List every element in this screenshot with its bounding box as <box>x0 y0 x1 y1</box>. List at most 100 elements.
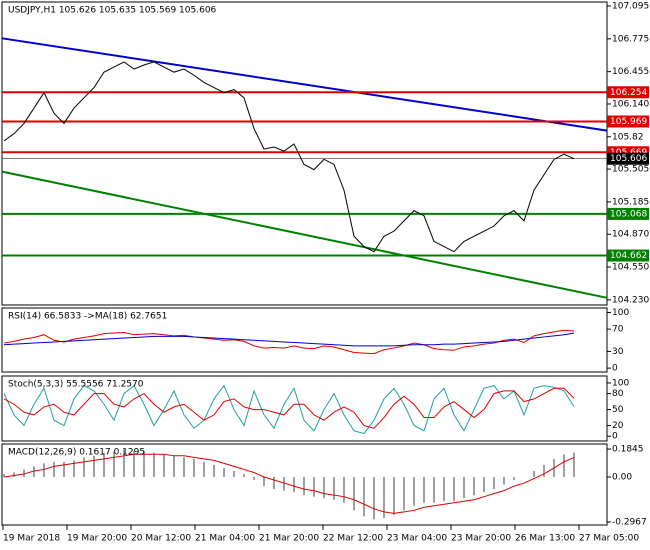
histogram-bar <box>213 464 215 478</box>
histogram-bar <box>253 477 255 481</box>
y-tick-label: 100 <box>612 378 629 388</box>
histogram-bar <box>373 477 375 520</box>
histogram-bar <box>493 477 495 490</box>
histogram-bar <box>163 454 165 478</box>
panel-frame <box>1 443 608 526</box>
x-tick-label: 21 Mar 20:00 <box>259 534 319 544</box>
histogram-bar <box>353 477 355 511</box>
histogram-bar <box>143 451 145 478</box>
histogram-bar <box>513 477 515 481</box>
histogram-bar <box>3 473 5 478</box>
y-tick-label: 100 <box>612 308 629 318</box>
trend-line <box>1 37 608 132</box>
histogram-bar <box>13 472 15 478</box>
indicator-line <box>3 384 575 435</box>
histogram-bar <box>183 457 185 478</box>
histogram-bar <box>233 470 235 478</box>
x-tick-label: 26 Mar 13:00 <box>515 534 575 544</box>
histogram-bar <box>413 477 415 506</box>
histogram-bar <box>383 477 385 518</box>
histogram-bar <box>283 477 285 491</box>
level-label: 105.606 <box>610 154 647 164</box>
histogram-bar <box>23 469 25 478</box>
level-label: 106.254 <box>610 88 647 98</box>
histogram-bar <box>53 461 55 478</box>
histogram-bar <box>533 470 535 478</box>
x-tick-label: 20 Mar 12:00 <box>131 534 191 544</box>
level-tag <box>607 152 649 165</box>
y-tick-label: 0 <box>612 364 618 374</box>
level-tag <box>607 115 649 128</box>
y-tick-label: 106.775 <box>612 34 649 44</box>
y-tick-label: 0 <box>612 432 618 442</box>
histogram-bar <box>173 455 175 478</box>
histogram-bar <box>113 451 115 478</box>
y-tick-label: 105.505 <box>612 165 649 175</box>
histogram-bar <box>443 477 445 502</box>
histogram-bar <box>363 477 365 517</box>
y-tick-label: 20 <box>612 421 624 431</box>
indicator-line <box>3 332 575 347</box>
histogram-bar <box>323 477 325 499</box>
level-tag <box>607 207 649 220</box>
x-tick-label: 23 Mar 20:00 <box>451 534 511 544</box>
histogram-bar <box>393 477 395 515</box>
histogram-bar <box>83 457 85 478</box>
histogram-bar <box>33 466 35 478</box>
y-tick-label: 30 <box>612 347 624 357</box>
y-tick-label: 105.185 <box>612 197 649 207</box>
histogram-bar <box>403 477 405 511</box>
panel-title: USDJPY,H1 105.626 105.635 105.569 105.60… <box>8 6 217 16</box>
histogram-bar <box>203 461 205 478</box>
panel-title: RSI(14) 66.5833 ->MA(18) 62.7651 <box>8 312 167 322</box>
histogram-bar <box>223 467 225 478</box>
level-tag <box>607 86 649 99</box>
level-label: 105.969 <box>610 117 647 127</box>
y-tick-label: 104.550 <box>612 263 649 273</box>
panel-frame <box>1 307 608 373</box>
histogram-bar <box>93 455 95 478</box>
level-label: 105.068 <box>610 209 647 219</box>
x-tick-label: 19 Mar 2018 <box>3 534 60 544</box>
histogram-bar <box>463 477 465 499</box>
histogram-bar <box>103 452 105 478</box>
histogram-bar <box>73 460 75 478</box>
histogram-bar <box>563 454 565 478</box>
histogram-bar <box>473 477 475 496</box>
y-tick-label: -0.2967 <box>612 517 647 527</box>
y-tick-label: 106.455 <box>612 67 649 77</box>
trend-line <box>1 170 608 299</box>
y-tick-label: 107.095 <box>612 2 649 12</box>
y-tick-label: 0.1845 <box>612 445 644 455</box>
y-tick-label: 104.230 <box>612 295 649 305</box>
indicator-line <box>3 329 575 355</box>
histogram-bar <box>343 477 345 503</box>
x-tick-label: 21 Mar 04:00 <box>195 534 255 544</box>
histogram-bar <box>433 477 435 503</box>
histogram-bar <box>543 464 545 478</box>
y-tick-label: 70 <box>612 325 624 335</box>
price-line <box>3 61 575 253</box>
histogram-bar <box>423 477 425 503</box>
histogram-bar <box>153 452 155 478</box>
level-label: 104.662 <box>610 251 647 261</box>
level-tag <box>607 249 649 262</box>
y-tick-label: 80 <box>612 389 624 399</box>
panel-title: Stoch(5,3,3) 55.5556 71.2570 <box>8 380 144 390</box>
y-tick-label: 104.870 <box>612 230 649 240</box>
histogram-bar <box>273 477 275 490</box>
histogram-bar <box>333 477 335 500</box>
y-tick-label: 106.140 <box>612 99 649 109</box>
histogram-bar <box>133 451 135 478</box>
x-tick-label: 27 Mar 05:00 <box>579 534 639 544</box>
histogram-bar <box>123 449 125 478</box>
histogram-bar <box>573 452 575 478</box>
indicator-line <box>3 453 575 514</box>
indicator-line <box>3 387 575 429</box>
histogram-bar <box>483 477 485 493</box>
panel-frame <box>1 375 608 442</box>
x-tick-label: 22 Mar 12:00 <box>323 534 383 544</box>
panel-title: MACD(12,26,9) 0.1617 0.1295 <box>8 448 145 458</box>
